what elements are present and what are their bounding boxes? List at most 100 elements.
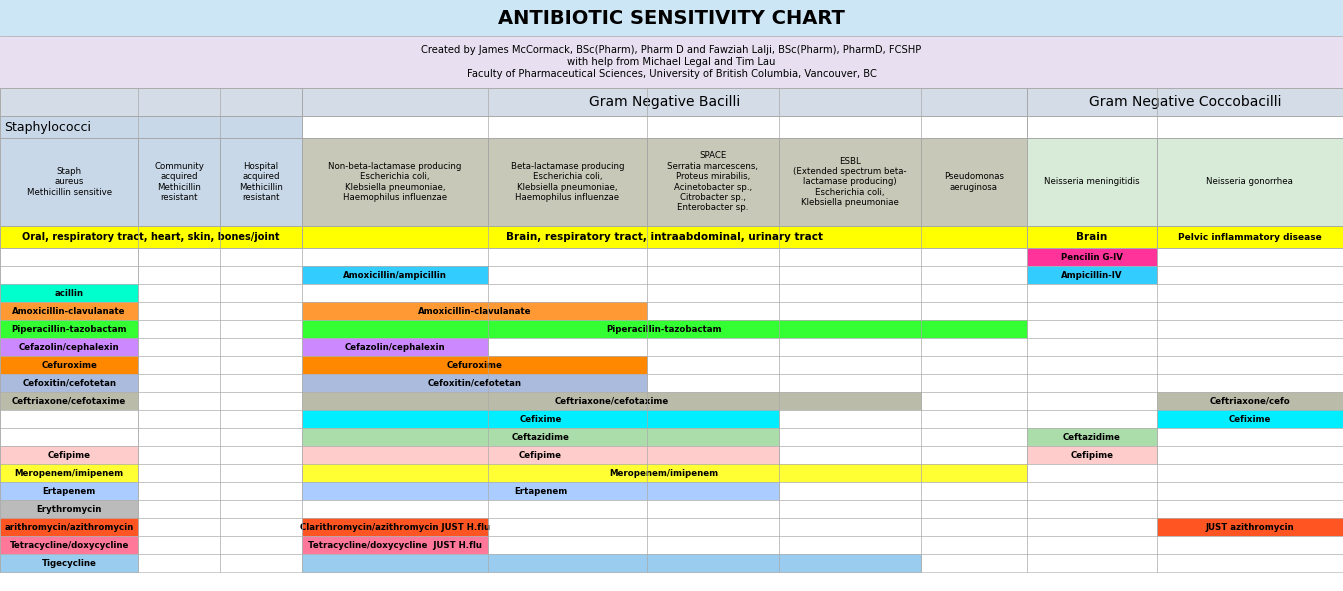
Bar [0,338,138,356]
Text: ANTIBIOTIC SENSITIVITY CHART: ANTIBIOTIC SENSITIVITY CHART [498,8,845,28]
Bar [0,518,1343,536]
Bar [1156,410,1343,428]
Bar [302,446,779,464]
Text: Ceftazidime: Ceftazidime [1062,433,1120,441]
Text: Meropenem/imipenem: Meropenem/imipenem [15,469,124,478]
Text: Cefipime: Cefipime [1070,450,1113,459]
Bar [0,446,1343,464]
Text: Cefipime: Cefipime [518,450,561,459]
Text: Ceftriaxone/cefo: Ceftriaxone/cefo [1210,397,1291,405]
Text: Created by James McCormack, BSc(Pharm), Pharm D and Fawziah Lalji, BSc(Pharm), P: Created by James McCormack, BSc(Pharm), … [422,46,921,79]
Bar [0,116,302,138]
Text: Cefuroxime: Cefuroxime [42,361,97,369]
Text: Neisseria meningitidis: Neisseria meningitidis [1044,177,1139,187]
Bar [0,266,138,284]
Text: Staphylococci: Staphylococci [4,121,91,134]
Bar [0,536,1343,554]
Text: Cefoxitin/cefotetan: Cefoxitin/cefotetan [427,378,521,388]
Bar [0,374,138,392]
Text: Ceftriaxone/cefotaxime: Ceftriaxone/cefotaxime [12,397,126,405]
Text: Clarithromycin/azithromycin JUST H.flu: Clarithromycin/azithromycin JUST H.flu [299,522,490,531]
Text: arithromycin/azithromycin: arithromycin/azithromycin [4,522,134,531]
Bar [0,518,138,536]
Text: Cefazolin/cephalexin: Cefazolin/cephalexin [19,343,120,352]
Bar [1027,446,1156,464]
Bar [1027,248,1156,266]
Bar [302,116,1027,138]
Text: Pelvic inflammatory disease: Pelvic inflammatory disease [1178,232,1322,242]
Text: Tetracycline/doxycycline: Tetracycline/doxycycline [9,541,129,550]
Bar [0,374,1343,392]
Bar [0,428,138,446]
Text: acillin: acillin [55,288,83,297]
Text: Non-beta-lactamase producing
Escherichia coli,
Klebsiella pneumoniae,
Haemophilu: Non-beta-lactamase producing Escherichia… [328,162,462,202]
Text: Tetracycline/doxycycline  JUST H.flu: Tetracycline/doxycycline JUST H.flu [308,541,482,550]
Bar [302,392,921,410]
Bar [0,302,138,320]
Bar [0,356,138,374]
Bar [0,392,1343,410]
Text: Meropenem/imipenem: Meropenem/imipenem [610,469,719,478]
Bar [0,248,1343,266]
Bar [302,320,1027,338]
Text: Beta-lactamase producing
Escherichia coli,
Klebsiella pneumoniae,
Haemophilus in: Beta-lactamase producing Escherichia col… [510,162,624,202]
Text: Gram Negative Bacilli: Gram Negative Bacilli [588,95,740,109]
Text: Amoxicillin/ampicillin: Amoxicillin/ampicillin [342,271,447,280]
Text: Cefixime: Cefixime [1229,414,1270,424]
Text: Erythromycin: Erythromycin [36,505,102,514]
Bar [302,266,488,284]
Bar [302,536,488,554]
Bar [0,446,138,464]
Bar [0,482,1343,500]
Bar [302,302,647,320]
Bar [0,88,302,116]
Bar [488,138,647,226]
Bar [1027,138,1156,226]
Bar [302,554,921,572]
Text: Staph
aureus
Methicillin sensitive: Staph aureus Methicillin sensitive [27,167,111,197]
Bar [0,410,138,428]
Bar [0,338,1343,356]
Text: Ceftazidime: Ceftazidime [512,433,569,441]
Text: Cefuroxime: Cefuroxime [446,361,502,369]
Bar [0,554,1343,572]
Bar [921,138,1027,226]
Bar [1156,392,1343,410]
Bar [302,88,1027,116]
Bar [302,226,1027,248]
Bar [0,428,1343,446]
Bar [0,356,1343,374]
Bar [0,302,1343,320]
Bar [1156,518,1343,536]
Bar [0,554,138,572]
Text: Ertapenem: Ertapenem [514,486,567,495]
Bar [0,392,138,410]
Text: Cefazolin/cephalexin: Cefazolin/cephalexin [345,343,446,352]
Bar [0,36,1343,88]
Bar [0,536,138,554]
Bar [0,266,1343,284]
Text: Ceftriaxone/cefotaxime: Ceftriaxone/cefotaxime [555,397,669,405]
Bar [302,338,488,356]
Text: Brain: Brain [1076,232,1108,242]
Text: Piperacillin-tazobactam: Piperacillin-tazobactam [607,324,723,333]
Bar [0,464,138,482]
Text: Ampicillin-IV: Ampicillin-IV [1061,271,1123,280]
Text: Amoxicillin-clavulanate: Amoxicillin-clavulanate [418,307,530,316]
Bar [1027,226,1156,248]
Text: Cefoxitin/cefotetan: Cefoxitin/cefotetan [21,378,115,388]
Bar [302,428,779,446]
Bar [0,138,138,226]
Text: Pencilin G-IV: Pencilin G-IV [1061,252,1123,261]
Bar [1027,116,1343,138]
Bar [0,320,1343,338]
Bar [302,374,647,392]
Text: Neisseria gonorrhea: Neisseria gonorrhea [1206,177,1293,187]
Text: SPACE
Serratia marcescens,
Proteus mirabilis,
Acinetobacter sp.,
Citrobacter sp.: SPACE Serratia marcescens, Proteus mirab… [667,151,759,213]
Bar [0,226,302,248]
Bar [1027,88,1343,116]
Bar [0,284,1343,302]
Bar [138,138,220,226]
Text: Pseudomonas
aeruginosa: Pseudomonas aeruginosa [944,173,1003,191]
Text: Tigecycline: Tigecycline [42,558,97,567]
